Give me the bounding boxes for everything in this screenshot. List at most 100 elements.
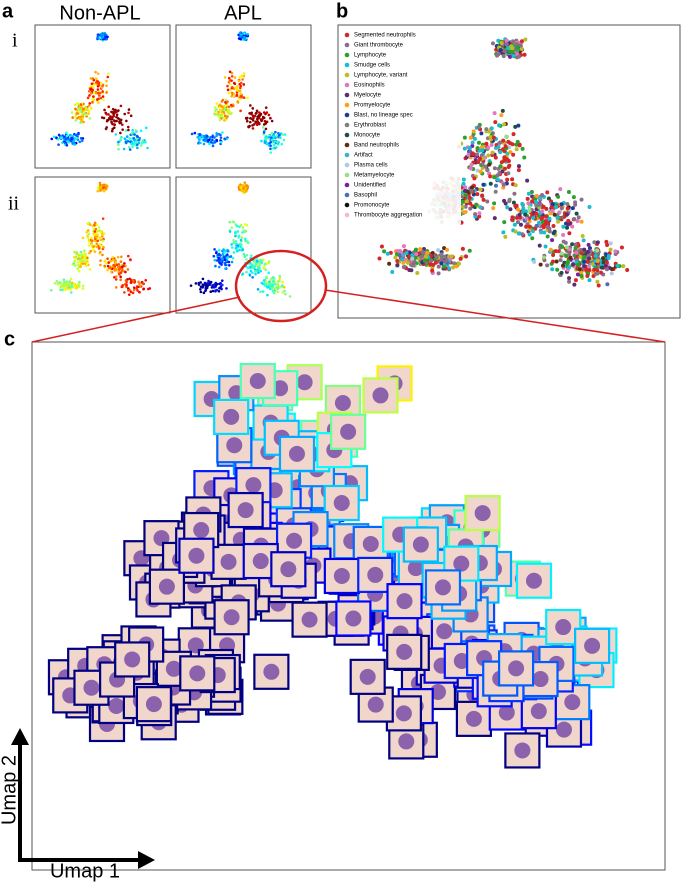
scatter-dot <box>129 148 132 151</box>
scatter-dot <box>229 113 232 116</box>
scatter-dot <box>246 120 249 123</box>
scatter-dot <box>243 229 246 232</box>
scatter-dot <box>203 143 206 146</box>
scatter-dot <box>462 182 466 186</box>
legend-label: Giant thrombocyte <box>354 43 404 49</box>
scatter-dot <box>60 137 63 140</box>
scatter-dot <box>212 290 215 293</box>
scatter-dot <box>203 292 206 295</box>
scatter-dot <box>239 244 242 247</box>
scatter-dot <box>251 107 254 110</box>
scatter-dot <box>107 119 110 122</box>
legend-marker <box>345 203 350 208</box>
scatter-dot <box>263 266 266 269</box>
scatter-dot <box>528 232 532 236</box>
scatter-dot <box>244 238 247 241</box>
scatter-dot <box>527 205 531 209</box>
scatter-dot <box>265 128 268 131</box>
scatter-dot <box>595 248 599 252</box>
arrowhead <box>11 728 29 745</box>
legend-marker <box>345 103 350 108</box>
scatter-dot <box>254 273 257 276</box>
scatter-dot <box>277 291 280 294</box>
scatter-dot <box>540 193 544 197</box>
scatter-dot <box>57 143 60 146</box>
cell-nucleus <box>413 537 429 553</box>
cell-nucleus <box>533 671 549 687</box>
scatter-dot <box>502 159 506 163</box>
scatter-dot <box>269 147 272 150</box>
scatter-dot <box>232 239 235 242</box>
scatter-dot <box>221 105 224 108</box>
legend-marker <box>345 183 350 188</box>
scatter-dot <box>101 32 104 35</box>
scatter-dot <box>497 123 501 127</box>
scatter-dot <box>230 79 233 82</box>
scatter-dot <box>582 238 586 242</box>
scatter-dot <box>471 141 475 145</box>
scatter-dot <box>228 105 231 108</box>
scatter-dot <box>236 88 239 91</box>
scatter-dot <box>490 126 494 130</box>
scatter-dot <box>430 269 434 273</box>
scatter-dot <box>424 255 428 259</box>
scatter-dot <box>98 94 101 97</box>
scatter-dot <box>118 118 121 121</box>
scatter-dot <box>89 223 92 226</box>
legend-marker <box>345 43 350 48</box>
scatter-dot <box>195 282 198 285</box>
scatter-dot <box>131 132 134 135</box>
scatter-dot <box>567 252 571 256</box>
scatter-dot <box>88 239 91 242</box>
scatter-dot <box>514 183 518 187</box>
scatter-dot <box>240 82 243 85</box>
scatter-dot <box>573 200 577 204</box>
scatter-dot <box>243 32 246 35</box>
scatter-dot <box>567 190 571 194</box>
scatter-dot <box>107 265 110 268</box>
scatter-dot <box>579 251 583 255</box>
scatter-dot <box>238 188 241 191</box>
scatter-dot <box>53 136 56 139</box>
cell-nucleus <box>253 553 269 569</box>
scatter-dot <box>247 241 250 244</box>
scatter-dot <box>220 141 223 144</box>
scatter-dot <box>92 248 95 251</box>
scatter-dot <box>561 233 565 237</box>
scatter-dot <box>607 254 611 258</box>
scatter-dot <box>247 125 250 128</box>
scatter-dot <box>71 285 74 288</box>
scatter-dot <box>56 283 59 286</box>
scatter-dot <box>248 112 251 115</box>
cell-nucleus <box>221 554 237 570</box>
scatter-dot <box>124 271 127 274</box>
scatter-dot <box>271 132 274 135</box>
scatter-dot <box>249 104 252 107</box>
scatter-dot <box>256 116 259 119</box>
scatter-dot <box>99 251 102 254</box>
scatter-dot <box>517 168 521 172</box>
scatter-dot <box>237 101 240 104</box>
scatter-dot <box>262 290 265 293</box>
cell-nucleus <box>83 680 99 696</box>
scatter-dot <box>231 86 234 89</box>
scatter-dot <box>587 257 591 261</box>
scatter-dot <box>463 185 467 189</box>
scatter-dot <box>386 252 390 256</box>
scatter-dot <box>238 226 241 229</box>
cell-nucleus <box>508 660 524 676</box>
scatter-dot <box>237 230 240 233</box>
scatter-dot <box>231 246 234 249</box>
cell-nucleus <box>223 409 239 425</box>
scatter-dot <box>401 254 405 258</box>
scatter-dot <box>555 259 559 263</box>
scatter-dot <box>231 261 234 264</box>
scatter-dot <box>493 111 497 115</box>
scatter-dot <box>119 276 122 279</box>
scatter-dot <box>80 137 83 140</box>
scatter-dot <box>542 225 546 229</box>
scatter-dot <box>266 142 269 145</box>
scatter-dot <box>256 260 259 263</box>
scatter-dot <box>105 84 108 87</box>
scatter-dot <box>478 157 482 161</box>
